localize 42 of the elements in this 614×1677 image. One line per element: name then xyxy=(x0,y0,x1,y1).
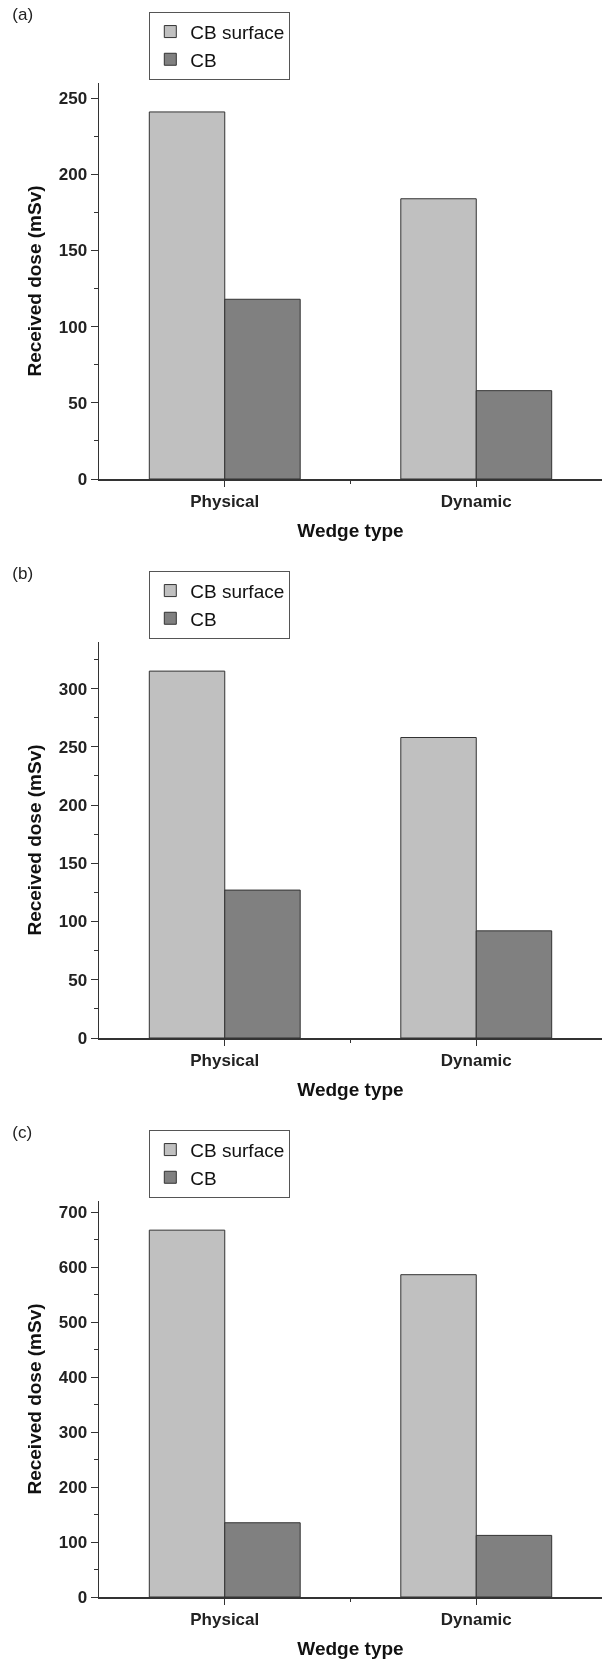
y-tick-label: 0 xyxy=(77,469,88,489)
chart-title: (a) xyxy=(12,5,34,25)
y-tick-label: 250 xyxy=(58,737,88,757)
legend-label: CB xyxy=(190,1167,217,1189)
legend-label: CB xyxy=(190,49,217,71)
x-tick-label: Dynamic xyxy=(440,491,512,511)
y-tick-label: 700 xyxy=(58,1202,88,1222)
y-tick-label: 300 xyxy=(58,679,88,699)
y-tick-label: 50 xyxy=(68,393,88,413)
legend-label: CB surface xyxy=(190,580,285,602)
x-tick-label: Dynamic xyxy=(440,1050,512,1070)
chart-title: (c) xyxy=(12,1123,33,1143)
x-axis-title: Wedge type xyxy=(297,520,404,542)
y-tick-label: 150 xyxy=(58,854,88,874)
y-tick-label: 300 xyxy=(58,1422,88,1442)
y-tick-label: 250 xyxy=(58,89,88,109)
y-tick-label: 100 xyxy=(58,1532,88,1552)
y-tick-label: 0 xyxy=(77,1028,88,1048)
x-axis-title: Wedge type xyxy=(297,1638,404,1660)
legend-label: CB surface xyxy=(190,21,285,43)
x-tick-label: Dynamic xyxy=(440,1609,512,1629)
y-tick-label: 200 xyxy=(58,1477,88,1497)
y-tick-label: 400 xyxy=(58,1367,88,1387)
y-axis-title: Received dose (mSv) xyxy=(23,1303,45,1495)
y-tick-label: 200 xyxy=(58,796,88,816)
chart-title: (b) xyxy=(12,564,34,584)
y-tick-label: 500 xyxy=(58,1312,88,1332)
y-tick-label: 600 xyxy=(58,1257,88,1277)
y-axis-title: Received dose (mSv) xyxy=(23,185,45,377)
y-tick-label: 50 xyxy=(68,970,88,990)
y-tick-label: 100 xyxy=(58,317,88,337)
y-tick-label: 200 xyxy=(58,165,88,185)
y-tick-label: 150 xyxy=(58,241,88,261)
x-tick-label: Physical xyxy=(190,1609,260,1629)
x-tick-label: Physical xyxy=(190,491,260,511)
x-axis-title: Wedge type xyxy=(297,1079,404,1101)
legend-label: CB surface xyxy=(190,1139,285,1161)
y-tick-label: 100 xyxy=(58,912,88,932)
y-tick-label: 0 xyxy=(77,1587,88,1607)
legend-label: CB xyxy=(190,608,217,630)
y-axis-title: Received dose (mSv) xyxy=(23,744,45,936)
x-tick-label: Physical xyxy=(190,1050,260,1070)
